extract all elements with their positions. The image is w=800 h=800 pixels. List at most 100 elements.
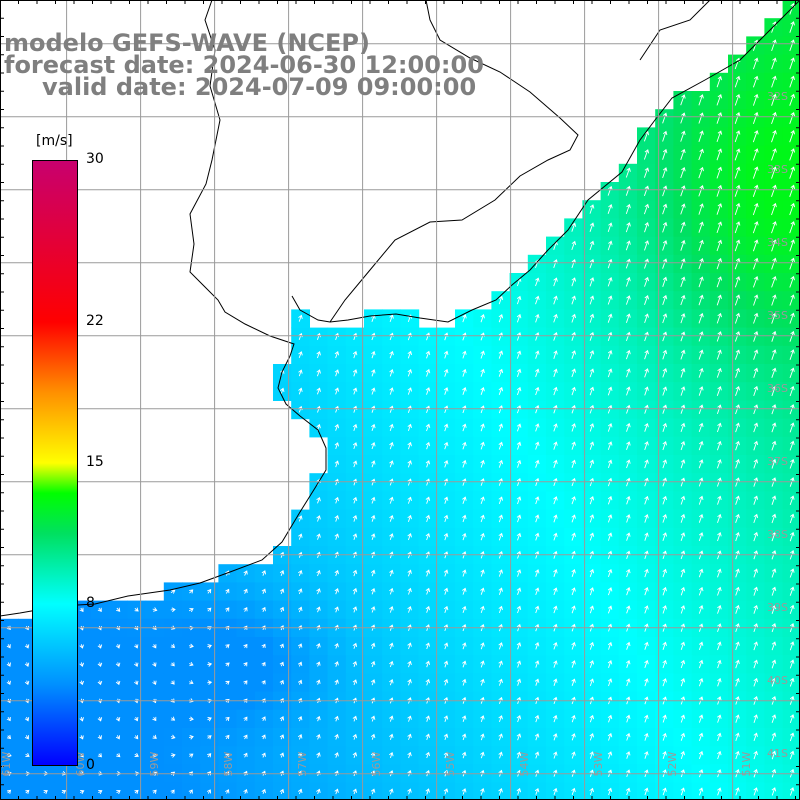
- wind-arrow: [753, 513, 759, 524]
- wind-arrow: [261, 643, 266, 649]
- wind-arrow: [680, 404, 686, 414]
- wind-arrow: [480, 587, 485, 595]
- wind-arrow: [225, 789, 230, 794]
- wind-arrow: [443, 660, 449, 668]
- wind-arrow: [789, 75, 795, 88]
- wind-arrow: [771, 111, 777, 125]
- wind-arrow: [680, 386, 686, 396]
- wind-arrow: [735, 604, 740, 614]
- wind-arrow: [6, 680, 11, 686]
- wind-arrow: [516, 350, 522, 359]
- wind-arrow: [698, 404, 704, 414]
- wind-arrow: [480, 350, 485, 359]
- wind-arrow: [680, 185, 686, 197]
- wind-arrow: [734, 312, 741, 324]
- wind-arrow: [589, 441, 595, 450]
- wind-arrow: [462, 423, 467, 432]
- wind-arrow: [735, 641, 740, 651]
- wind-arrow: [589, 313, 595, 323]
- wind-arrow: [698, 166, 704, 179]
- wind-arrow: [480, 660, 485, 668]
- wind-arrow: [698, 386, 704, 396]
- wind-arrow: [407, 606, 412, 613]
- wind-arrow: [589, 386, 595, 396]
- wind-arrow: [152, 607, 158, 612]
- wind-arrow: [79, 789, 85, 795]
- wind-arrow: [752, 166, 759, 179]
- wind-arrow: [334, 496, 340, 504]
- wind-arrow: [462, 642, 467, 650]
- wind-arrow: [771, 257, 777, 270]
- wind-arrow: [443, 460, 449, 468]
- wind-arrow: [698, 513, 704, 523]
- wind-arrow: [425, 605, 431, 613]
- wind-arrow: [680, 659, 686, 669]
- wind-arrow: [498, 459, 504, 468]
- wind-arrow: [352, 679, 358, 686]
- wind-arrow: [553, 496, 558, 505]
- wind-arrow: [352, 369, 358, 377]
- wind-arrow: [752, 239, 759, 252]
- wind-arrow: [480, 387, 485, 395]
- wind-arrow: [389, 751, 394, 759]
- wind-arrow: [607, 678, 613, 687]
- wind-arrow: [297, 752, 303, 758]
- wind-arrow: [25, 789, 30, 795]
- wind-arrow: [553, 404, 558, 414]
- valid-date: valid date: 2024-07-09 09:00:00: [42, 73, 477, 101]
- latitude-label: 35S: [767, 309, 788, 322]
- wind-arrow: [716, 148, 723, 161]
- wind-arrow: [553, 751, 558, 759]
- wind-arrow: [480, 733, 485, 741]
- wind-arrow: [716, 130, 723, 143]
- wind-arrow: [79, 753, 84, 758]
- wind-arrow: [607, 514, 613, 523]
- wind-arrow: [789, 641, 795, 651]
- wind-arrow: [607, 277, 613, 287]
- wind-arrow: [662, 586, 667, 596]
- wind-arrow: [261, 570, 267, 576]
- wind-arrow: [189, 643, 194, 649]
- wind-arrow: [480, 532, 485, 541]
- wind-arrow: [462, 514, 467, 523]
- wind-arrow: [188, 789, 193, 794]
- wind-arrow: [443, 387, 449, 395]
- wind-arrow: [789, 714, 795, 724]
- wind-arrow: [607, 714, 613, 723]
- wind-arrow: [753, 586, 759, 596]
- wind-arrow: [734, 257, 741, 270]
- wind-arrow: [626, 386, 631, 396]
- wind-arrow: [589, 331, 595, 341]
- wind-arrow: [170, 734, 176, 740]
- wind-arrow: [24, 716, 30, 722]
- wind-arrow: [389, 569, 394, 577]
- wind-arrow: [425, 660, 431, 668]
- wind-arrow: [789, 440, 795, 451]
- wind-arrow: [698, 495, 704, 505]
- wind-arrow: [516, 332, 522, 341]
- wind-arrow: [407, 441, 412, 450]
- latitude-label: 39S: [767, 601, 788, 614]
- wind-arrow: [462, 496, 467, 504]
- wind-arrow: [134, 716, 139, 722]
- wind-arrow: [698, 148, 704, 161]
- wind-arrow: [498, 660, 503, 668]
- wind-arrow: [553, 423, 558, 432]
- wind-arrow: [516, 405, 522, 414]
- latitude-label: 33S: [767, 163, 788, 176]
- coastline: [0, 0, 800, 617]
- wind-arrow: [607, 751, 613, 759]
- wind-arrow: [789, 166, 796, 179]
- wind-arrow: [553, 441, 558, 450]
- wind-arrow: [498, 587, 503, 595]
- wind-arrow: [371, 514, 376, 522]
- wind-arrow: [753, 459, 759, 469]
- wind-arrow: [389, 533, 394, 541]
- wind-arrow: [207, 644, 212, 649]
- colorbar-tick-label: 30: [86, 151, 104, 167]
- wind-arrow: [516, 441, 522, 450]
- wind-arrow: [225, 607, 230, 612]
- wind-arrow: [443, 605, 449, 613]
- wind-arrow: [607, 313, 613, 323]
- wind-arrow: [352, 788, 358, 795]
